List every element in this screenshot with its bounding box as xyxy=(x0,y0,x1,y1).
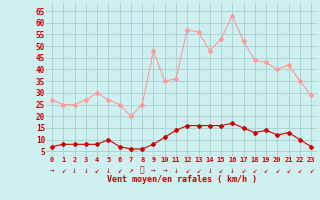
Text: ↙: ↙ xyxy=(185,166,189,175)
Text: ↙: ↙ xyxy=(95,166,100,175)
Text: ↗: ↗ xyxy=(129,166,133,175)
Text: ↓: ↓ xyxy=(207,166,212,175)
Text: ↙: ↙ xyxy=(219,166,223,175)
Text: ↙: ↙ xyxy=(264,166,268,175)
Text: ↙: ↙ xyxy=(298,166,302,175)
Text: ↓: ↓ xyxy=(72,166,77,175)
Text: ↓: ↓ xyxy=(174,166,178,175)
Text: →: → xyxy=(162,166,167,175)
Text: →: → xyxy=(151,166,156,175)
X-axis label: Vent moyen/en rafales ( km/h ): Vent moyen/en rafales ( km/h ) xyxy=(107,174,257,184)
Text: ↙: ↙ xyxy=(196,166,201,175)
Text: ↙: ↙ xyxy=(117,166,122,175)
Text: →: → xyxy=(50,166,54,175)
Text: ↙: ↙ xyxy=(275,166,280,175)
Text: ↙: ↙ xyxy=(286,166,291,175)
Text: ↙: ↙ xyxy=(252,166,257,175)
Text: ↓: ↓ xyxy=(84,166,88,175)
Text: ↙: ↙ xyxy=(61,166,66,175)
Text: ↓: ↓ xyxy=(230,166,235,175)
Text: ↙: ↙ xyxy=(241,166,246,175)
Text: ↓: ↓ xyxy=(106,166,111,175)
Text: ↙: ↙ xyxy=(309,166,314,175)
Text: ⬀: ⬀ xyxy=(140,166,144,175)
